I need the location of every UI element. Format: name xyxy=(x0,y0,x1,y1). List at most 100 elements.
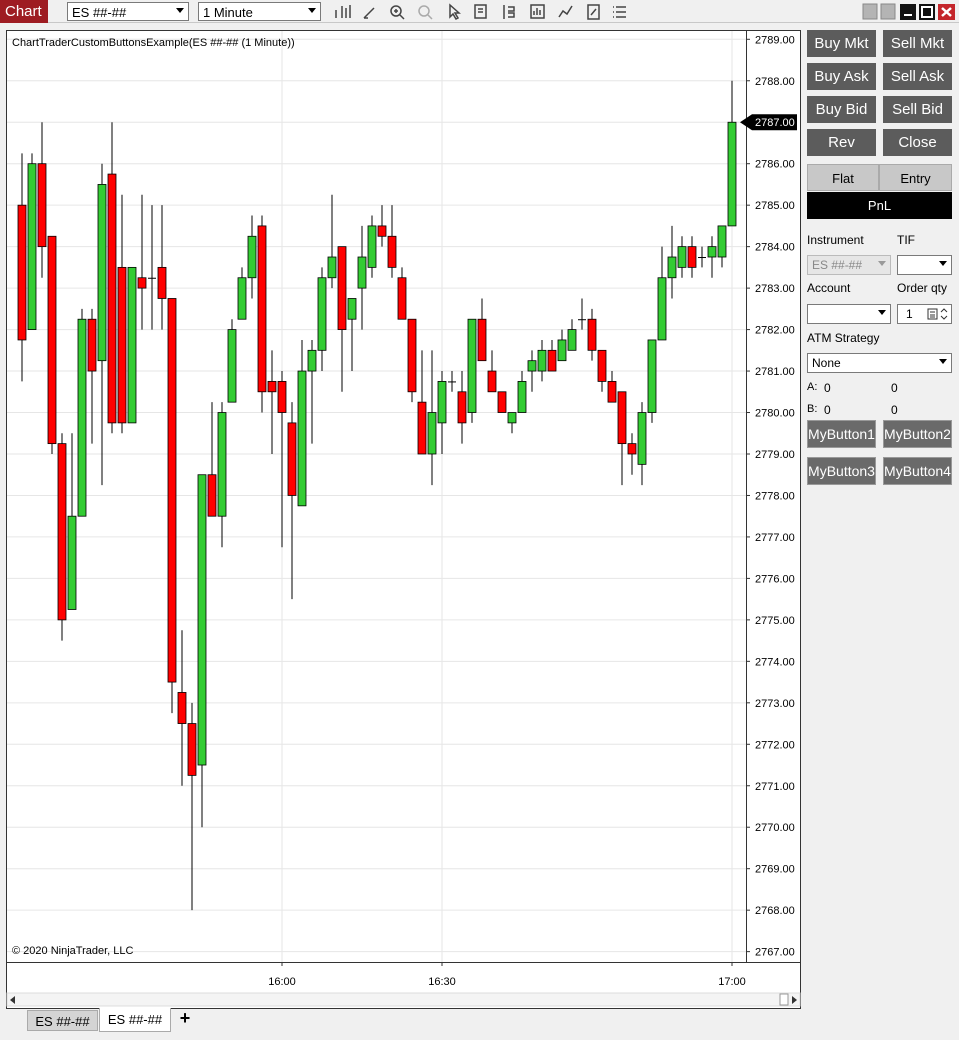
account-combo[interactable] xyxy=(807,304,891,324)
candle-body xyxy=(717,225,727,258)
candle-body xyxy=(97,184,107,362)
candle-body xyxy=(237,277,247,320)
candle-body xyxy=(287,422,297,496)
b-value: 0 xyxy=(824,403,831,417)
candle-body xyxy=(507,412,517,424)
order-button[interactable]: Sell Ask xyxy=(883,63,952,90)
y-tick-label: 2783.00 xyxy=(755,283,795,295)
chart-title: ChartTraderCustomButtonsExample(ES ##-##… xyxy=(12,37,295,49)
candle-body xyxy=(597,349,607,382)
custom-button[interactable]: MyButton1 xyxy=(807,420,876,448)
candle-body xyxy=(107,173,117,424)
plot-area xyxy=(7,31,746,962)
candle-body xyxy=(87,318,97,372)
interval-text: 1 Minute xyxy=(203,5,253,20)
scrollbar xyxy=(6,992,801,1007)
candle-body xyxy=(677,246,687,268)
candle-body xyxy=(467,318,477,413)
instrument-select[interactable]: ES ##-## xyxy=(67,2,189,21)
button-2[interactable] xyxy=(880,3,896,20)
flat-tab[interactable]: Flat xyxy=(807,164,879,191)
candle-body xyxy=(37,163,47,248)
candle-body xyxy=(297,370,307,507)
candle-body xyxy=(627,443,637,455)
candle-body xyxy=(578,319,586,321)
y-tick-label: 2780.00 xyxy=(755,408,795,420)
y-tick-label: 2770.00 xyxy=(755,822,795,834)
y-tick-label: 2786.00 xyxy=(755,159,795,171)
button-1[interactable] xyxy=(862,3,878,20)
candle-body xyxy=(57,443,67,621)
x-tick-label: 16:30 xyxy=(428,976,456,988)
y-tick-label: 2779.00 xyxy=(755,449,795,461)
y-tick-label: 2789.00 xyxy=(755,34,795,46)
candle-body xyxy=(377,225,387,237)
y-tick-label: 2781.00 xyxy=(755,366,795,378)
pnl-display: PnL xyxy=(807,192,952,219)
tab-active[interactable]: ES ##-## xyxy=(99,1008,171,1032)
order-button[interactable]: Sell Mkt xyxy=(883,30,952,57)
candle-body xyxy=(687,246,697,268)
a-value: 0 xyxy=(824,381,831,395)
candle-body xyxy=(157,266,167,299)
scroll-right xyxy=(792,996,797,1004)
candle-body xyxy=(427,412,437,455)
order-button[interactable]: Close xyxy=(883,129,952,156)
candle-body xyxy=(347,298,357,320)
tif-combo[interactable] xyxy=(897,255,952,275)
candle-body xyxy=(457,391,467,424)
candle-body xyxy=(437,381,447,424)
y-tick-label: 2782.00 xyxy=(755,325,795,337)
candle-body xyxy=(727,121,737,227)
y-tick-label: 2778.00 xyxy=(755,490,795,502)
interval-select[interactable]: 1 Minute xyxy=(198,2,321,21)
candle-body xyxy=(197,474,207,766)
candle-body xyxy=(567,329,577,351)
custom-button[interactable]: MyButton3 xyxy=(807,457,876,485)
scroll-left xyxy=(10,996,15,1004)
candle-body xyxy=(707,246,717,258)
candle-body xyxy=(247,235,257,279)
order-button[interactable]: Rev xyxy=(807,129,876,156)
custom-button[interactable]: MyButton2 xyxy=(883,420,952,448)
candle-body xyxy=(257,225,267,393)
order-button[interactable]: Buy Mkt xyxy=(807,30,876,57)
order-button[interactable]: Sell Bid xyxy=(883,96,952,123)
atm-combo[interactable]: None xyxy=(807,353,952,373)
entry-tab[interactable]: Entry xyxy=(879,164,952,191)
candle-body xyxy=(127,266,137,424)
y-tick-label: 2768.00 xyxy=(755,905,795,917)
add-tab[interactable]: + xyxy=(179,1008,191,1028)
tif-label: TIF xyxy=(897,233,915,247)
candle-body xyxy=(517,381,527,413)
tab[interactable]: ES ##-## xyxy=(27,1010,98,1031)
candle-body xyxy=(67,515,77,610)
atm-value: None xyxy=(812,356,841,370)
last-price-marker xyxy=(740,114,797,131)
order-qty-label: Order qty xyxy=(897,281,948,295)
toolbar: Chart ES ##-## 1 Minute xyxy=(0,0,959,23)
custom-button[interactable]: MyButton4 xyxy=(883,457,952,485)
instrument-combo-text: ES ##-## xyxy=(812,258,863,272)
qty-spinner xyxy=(927,308,948,320)
order-qty-input[interactable]: 1 xyxy=(897,304,952,324)
x-tick-label: 17:00 xyxy=(718,976,746,988)
candle-body xyxy=(217,412,227,517)
order-qty-value: 1 xyxy=(906,307,913,321)
order-button[interactable]: Buy Bid xyxy=(807,96,876,123)
candle-body xyxy=(337,246,347,330)
a-value: 0 xyxy=(891,381,898,395)
candle-body xyxy=(357,256,367,289)
candle-body xyxy=(17,204,27,341)
minimize[interactable] xyxy=(900,4,916,20)
y-tick-label: 2784.00 xyxy=(755,242,795,254)
candle-body xyxy=(637,412,647,465)
candle-body xyxy=(557,339,567,362)
y-tick-label: 2772.00 xyxy=(755,739,795,751)
candle-body xyxy=(657,277,667,341)
instrument-label: Instrument xyxy=(807,233,864,247)
candle-body xyxy=(367,225,377,268)
order-button[interactable]: Buy Ask xyxy=(807,63,876,90)
candle-body xyxy=(397,277,407,320)
